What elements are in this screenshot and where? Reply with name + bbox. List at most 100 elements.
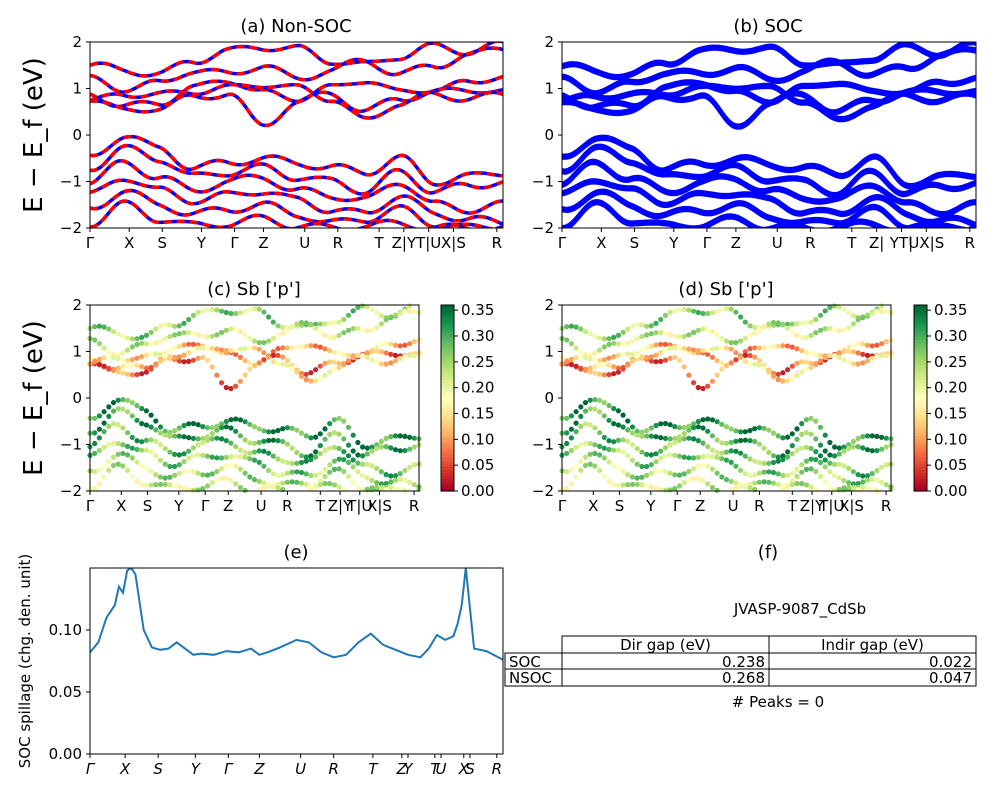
projection-point [672,333,678,339]
projection-point [733,340,739,346]
projection-point [219,425,225,431]
panel-e-marks [90,568,503,661]
x-tick-label: X|S [839,497,864,515]
projection-point [125,409,131,415]
projection-point [106,326,112,332]
projection-point [841,485,847,491]
projection-point [251,338,258,344]
projection-point [597,452,603,458]
panel-a-marks [90,42,503,228]
projection-point [700,440,706,446]
projection-point [261,448,267,454]
colorbar-segment [441,385,454,390]
band-line [562,178,976,226]
projection-point [195,442,201,448]
band-line-split [562,49,976,97]
band-line-split [562,85,976,123]
projection-point [742,453,748,459]
y-tick-label: 1 [72,343,82,361]
projection-point [110,400,117,406]
projection-point [275,481,281,487]
projection-point [237,417,243,423]
colorbar-segment [914,385,927,390]
projection-point [813,361,819,368]
projection-point [629,430,636,436]
projection-point [275,323,281,329]
projection-point [658,349,664,356]
projection-point [850,485,857,491]
projection-point [653,451,659,457]
projection-point [345,442,352,448]
x-tick-label: T|U [818,497,844,515]
projection-point [134,446,140,453]
colorbar-segment [914,342,927,346]
projection-point [392,477,399,483]
projection-point [101,345,107,351]
projection-point [662,468,669,475]
projection-point [719,421,725,427]
projection-point [747,332,753,338]
projection-point [578,354,584,360]
projection-point [256,306,262,312]
x-tick-label: Γ [673,497,682,515]
projection-point [587,397,593,403]
projection-point [167,463,173,470]
projection-point [766,321,772,327]
projection-point [568,447,575,454]
projection-point [691,347,697,353]
projection-point [242,437,248,443]
projection-point [578,423,584,429]
colorbar-segment [914,463,927,467]
x-tick-label: Z [258,234,268,252]
projection-point [568,481,575,487]
projection-point [167,449,173,455]
projection-point [139,354,145,360]
projection-point [388,479,394,485]
projection-point [125,371,131,377]
projection-point [592,357,598,363]
projection-point [587,356,593,362]
projection-point [214,372,220,378]
projection-point [606,355,612,361]
projection-point [402,309,408,315]
projection-point [695,476,701,482]
projection-point [568,426,575,432]
projection-point [846,359,852,365]
projection-point [620,351,626,357]
colorbar-segment [914,469,927,473]
projection-point [345,424,352,430]
projection-point [308,457,314,463]
colorbar-segment [441,481,454,486]
projection-point [294,369,300,375]
projection-point [639,354,645,360]
projection-point [148,366,154,372]
projection-point [392,485,399,491]
projection-point [364,451,370,457]
projection-point [219,380,225,386]
projection-point [176,462,182,468]
projection-point [582,408,589,414]
projection-point [808,431,814,437]
projection-point [167,433,173,439]
projection-point [350,355,356,361]
projection-point [723,477,730,483]
projection-point [186,349,192,356]
projection-point [841,349,847,355]
colorbar-segment [441,487,454,492]
projection-point [879,479,885,485]
projection-point [162,428,168,434]
projection-point [752,354,758,360]
band-line-red [90,158,503,215]
colorbar-segment [441,354,454,359]
projection-point [360,453,366,459]
projection-point [700,454,706,460]
x-tick-label: T|U [415,234,441,252]
projection-point [101,324,107,330]
projection-point [407,341,413,347]
projection-point [313,484,319,490]
projection-point [378,313,384,319]
projection-point [780,370,786,376]
projection-point [738,437,744,444]
x-tick-label: X [596,234,606,252]
projection-point [615,352,622,358]
